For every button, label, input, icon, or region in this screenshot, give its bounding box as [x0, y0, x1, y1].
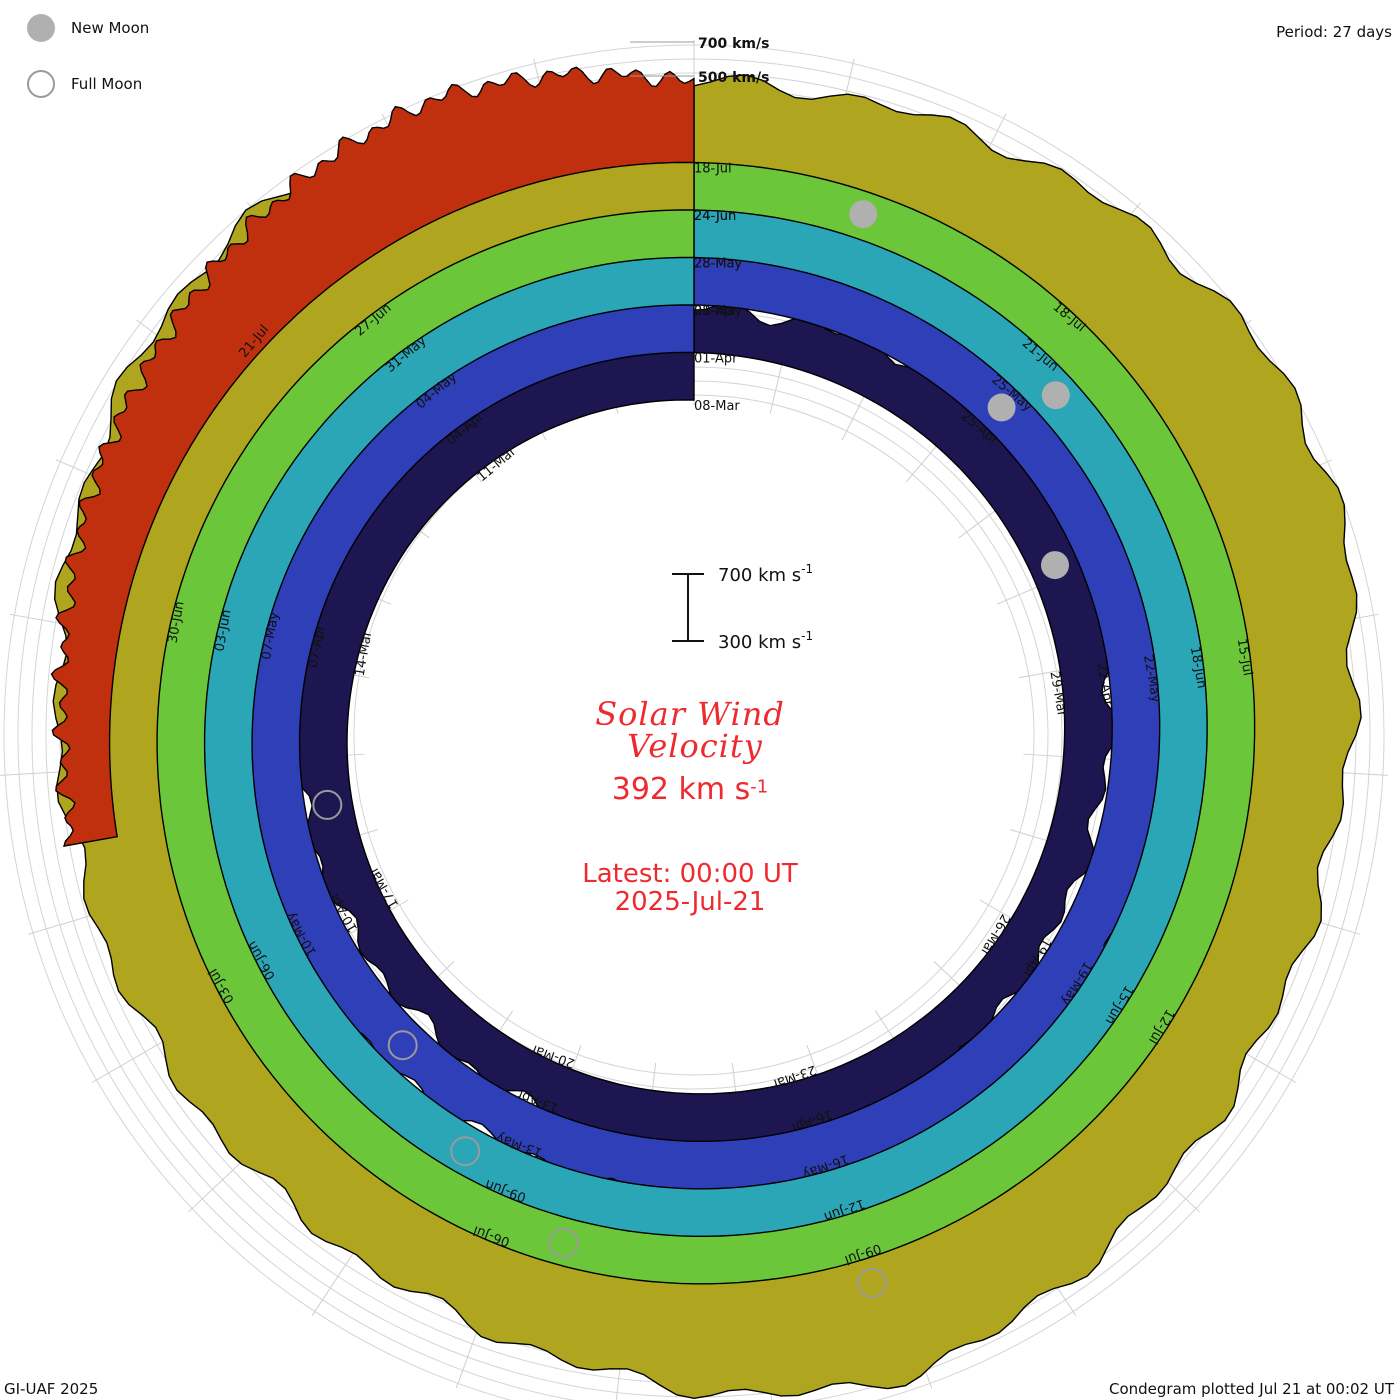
full-moon-marker	[857, 1267, 887, 1298]
legend-full-moon-label: Full Moon	[71, 75, 143, 93]
svg-text:700 km s-1: 700 km s-1	[718, 562, 813, 586]
scale-bottom-exp: -1	[801, 629, 813, 643]
scale-top-label: 700 km s	[718, 565, 801, 586]
latest-time: Latest: 00:00 UT 2025-Jul-21	[480, 860, 900, 916]
legend-full-moon: Full Moon	[27, 70, 142, 98]
new-moon-marker	[1041, 551, 1069, 580]
date-label: 28-May	[694, 257, 742, 272]
date-label: 28-May	[694, 257, 742, 272]
full-moon-marker	[387, 1030, 418, 1061]
scale-bar: 700 km s-1 300 km s-1	[672, 562, 813, 653]
velocity-bands	[50, 66, 1362, 1400]
scale-top-exp: -1	[801, 562, 813, 576]
full-moon-marker	[548, 1227, 579, 1258]
current-speed-exp: -1	[750, 776, 769, 798]
current-speed: 392 km s-1	[480, 772, 900, 807]
chart-title-line2: Velocity	[627, 727, 763, 765]
date-label: 24-Jun	[694, 209, 736, 224]
date-label: 28-Apr	[694, 304, 738, 319]
new-moon-marker	[849, 200, 878, 229]
chart-title-line1: Solar Wind	[595, 695, 785, 733]
new-moon-icon	[27, 14, 55, 42]
date-label: 15-Jul	[1234, 637, 1255, 677]
svg-text:300 km s-1: 300 km s-1	[718, 629, 813, 653]
reference-speed-labels: 700 km/s 500 km/s	[630, 36, 769, 86]
current-speed-value: 392 km s	[611, 772, 751, 807]
date-label: 01-Apr	[694, 352, 738, 367]
date-label: 08-Mar	[694, 399, 740, 414]
date-label: 18-Jul	[694, 162, 732, 177]
new-moon-marker	[987, 393, 1016, 422]
date-label: 01-May	[694, 304, 742, 319]
ref-speed-500: 500 km/s	[698, 70, 769, 86]
full-moon-icon	[27, 70, 55, 98]
footer-right: Condegram plotted Jul 21 at 00:02 UT	[1108, 1380, 1394, 1398]
date-label: 30-Jun	[166, 600, 188, 644]
full-moon-marker	[450, 1136, 481, 1167]
date-label: 18-Jun	[1187, 645, 1209, 689]
new-moon-marker	[1041, 381, 1070, 410]
date-label: 24-Jun	[694, 209, 736, 224]
date-label: 03-Jun	[212, 608, 234, 652]
scale-bottom-label: 300 km s	[718, 632, 801, 653]
moon-markers	[312, 200, 1070, 1298]
full-moon-marker	[312, 789, 343, 820]
latest-time-line1: Latest: 00:00 UT	[582, 859, 798, 889]
legend-new-moon: New Moon	[27, 14, 149, 42]
period-label: Period: 27 days	[1276, 23, 1392, 41]
center-title-block: Solar Wind Velocity	[480, 698, 900, 762]
footer-left: GI-UAF 2025	[4, 1380, 99, 1398]
velocity-band-turn-6	[50, 66, 695, 847]
ref-speed-700: 700 km/s	[698, 36, 769, 52]
latest-time-line2: 2025-Jul-21	[614, 887, 766, 917]
legend-new-moon-label: New Moon	[71, 19, 150, 37]
